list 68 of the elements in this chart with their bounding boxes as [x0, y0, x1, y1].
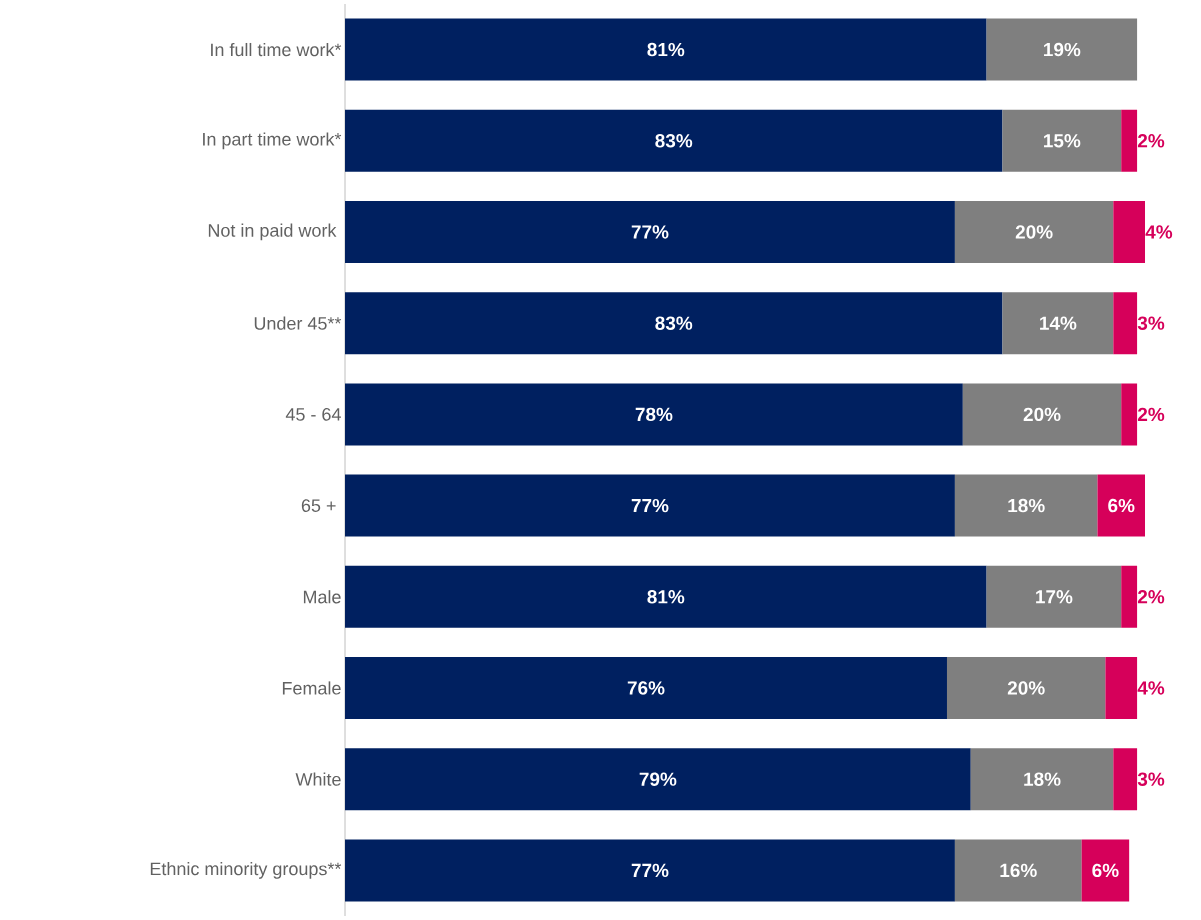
data-label: 3% [1137, 316, 1165, 330]
bar [1081, 839, 1130, 902]
bar [1002, 292, 1114, 355]
data-label: 83% [655, 316, 693, 330]
bar [345, 656, 947, 719]
bar [1002, 109, 1122, 172]
data-label: 2% [1137, 407, 1165, 422]
data-label: 2% [1137, 134, 1165, 148]
bar [1113, 200, 1146, 263]
bar [954, 839, 1082, 902]
bar [1121, 109, 1138, 172]
data-label: 20% [1015, 225, 1053, 239]
data-label: 6% [1108, 498, 1135, 513]
data-label: 78% [635, 407, 673, 422]
data-label: 77% [631, 498, 669, 513]
data-label: 18% [1024, 772, 1061, 786]
bar [345, 18, 987, 81]
data-label: 81% [647, 42, 685, 57]
bar [345, 474, 955, 537]
data-label: 77% [631, 863, 669, 878]
y-tick-label: In part time work* [203, 132, 342, 150]
bar [970, 748, 1114, 811]
bar [954, 200, 1114, 263]
data-label: 20% [1007, 681, 1045, 695]
bar [1121, 565, 1138, 628]
data-label: 79% [639, 772, 677, 786]
data-label: 4% [1137, 681, 1165, 695]
y-tick-label: Female [282, 681, 341, 695]
y-tick-label: 65 + [301, 499, 336, 512]
bar [1105, 656, 1138, 719]
data-label: 18% [1008, 498, 1045, 513]
data-label: 83% [655, 134, 693, 148]
bar [962, 383, 1122, 446]
bar [954, 474, 1098, 537]
data-label: 76% [627, 681, 665, 695]
y-tick-label: Male [303, 590, 341, 604]
data-label: 14% [1040, 316, 1077, 330]
data-label: 17% [1036, 590, 1073, 604]
data-label: 4% [1145, 225, 1173, 239]
y-tick-label: 45 - 64 [285, 408, 341, 421]
bar [946, 656, 1106, 719]
bar [1113, 292, 1138, 355]
bar [345, 565, 987, 628]
bar [345, 839, 955, 902]
y-tick-label: Ethnic minority groups** [150, 861, 342, 879]
y-tick-label: Under 45** [254, 316, 342, 330]
data-label: 6% [1092, 863, 1119, 878]
y-tick-label: White [295, 772, 341, 786]
data-label: 19% [1044, 42, 1081, 57]
data-label: 3% [1137, 772, 1165, 786]
data-label: 15% [1044, 134, 1081, 148]
bar [345, 200, 955, 263]
y-tick-label: Not in paid work [208, 223, 337, 241]
bar [1113, 748, 1138, 811]
bar [1121, 383, 1138, 446]
bar [345, 748, 971, 811]
bar [345, 292, 1003, 355]
data-label: 77% [631, 225, 669, 239]
bar [986, 565, 1122, 628]
bar [345, 109, 1003, 172]
bar [345, 383, 963, 446]
bar [986, 18, 1138, 81]
data-label: 16% [1000, 863, 1037, 878]
data-label: 2% [1137, 590, 1165, 604]
data-label: 20% [1023, 407, 1061, 422]
bar [1097, 474, 1146, 537]
data-label: 81% [647, 590, 685, 604]
y-tick-label: In full time work* [211, 42, 342, 57]
